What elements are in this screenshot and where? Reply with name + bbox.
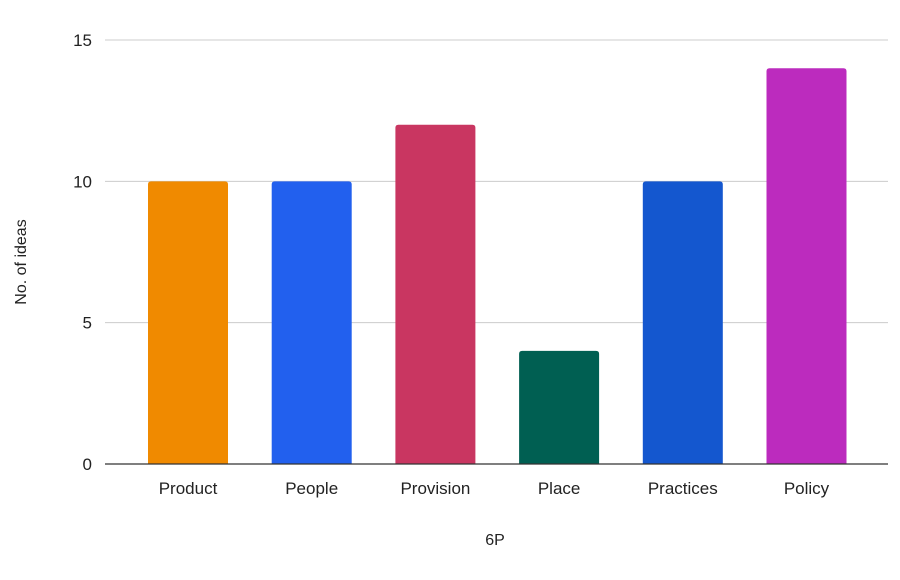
axes: 0 5 10 15 Product People Provision Place Practic… <box>73 31 888 498</box>
x-tick-label: Practices <box>648 479 718 498</box>
bar-policy <box>766 68 847 465</box>
y-tick-label: 5 <box>83 314 92 333</box>
x-tick-label: Product <box>159 479 218 498</box>
x-axis-title: 6P <box>485 532 505 549</box>
x-tick-label: People <box>285 479 338 498</box>
y-tick-label: 10 <box>73 172 92 191</box>
bars <box>148 68 847 465</box>
x-tick-label: Provision <box>400 479 470 498</box>
bar-product <box>148 181 228 465</box>
y-tick-label: 15 <box>73 31 92 50</box>
bar-provision <box>395 124 476 465</box>
bar-practices <box>642 181 723 465</box>
y-tick-label: 0 <box>83 455 92 474</box>
y-axis-title: No. of ideas <box>13 219 30 304</box>
x-tick-label: Policy <box>784 479 830 498</box>
bar-place <box>519 350 600 464</box>
gridlines <box>105 39 888 324</box>
bar-people <box>271 181 352 465</box>
x-tick-label: Place <box>538 479 581 498</box>
